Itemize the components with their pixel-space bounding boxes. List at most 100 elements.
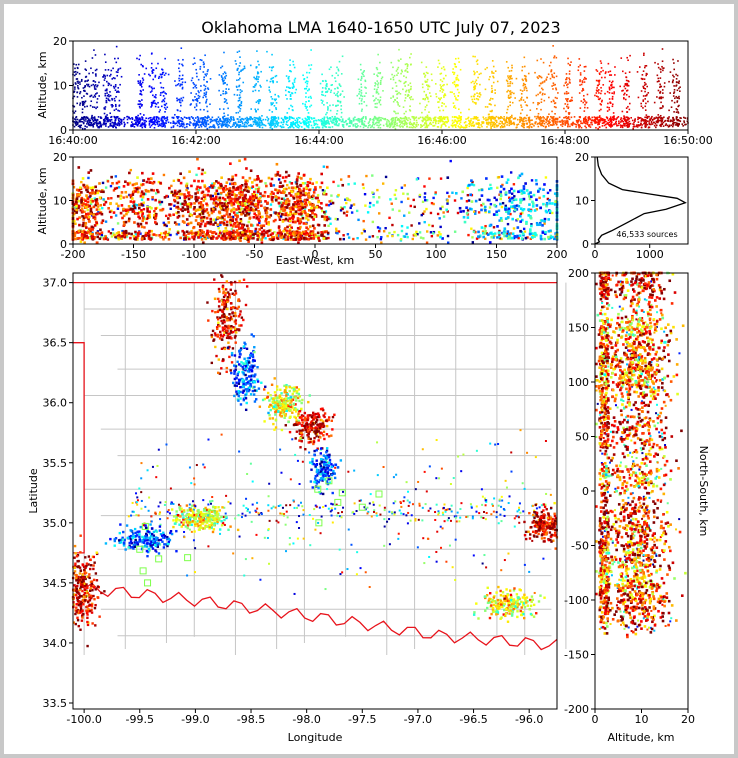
time-altitude-point — [626, 111, 629, 113]
time-altitude-point — [673, 68, 676, 71]
east-west-point — [91, 226, 95, 229]
time-altitude-point — [618, 120, 620, 123]
time-altitude-point — [397, 72, 399, 74]
time-altitude-point — [550, 69, 553, 71]
time-altitude-point — [579, 120, 582, 123]
time-altitude-point — [509, 117, 511, 120]
time-altitude-point — [77, 87, 80, 90]
time-altitude-point — [659, 85, 662, 88]
time-altitude-point — [165, 72, 167, 75]
east-west-point — [102, 237, 106, 241]
east-west-point — [117, 186, 121, 189]
time-altitude-point — [213, 126, 216, 129]
time-altitude-point — [584, 122, 587, 125]
time-altitude-point — [185, 123, 188, 126]
time-altitude-point — [581, 122, 584, 125]
time-altitude-point — [167, 73, 170, 76]
time-altitude-point — [505, 118, 508, 121]
time-altitude-point — [275, 108, 278, 111]
time-altitude-point — [158, 111, 161, 113]
time-altitude-point — [179, 120, 182, 122]
time-altitude-point — [137, 82, 140, 84]
time-altitude-point — [586, 121, 589, 124]
time-altitude-point — [79, 102, 82, 105]
time-altitude-point — [259, 119, 262, 122]
time-altitude-point — [114, 103, 117, 106]
time-altitude-point — [451, 116, 454, 118]
time-altitude-point — [228, 124, 230, 127]
time-altitude-point — [686, 117, 689, 119]
time-altitude-point — [405, 80, 407, 83]
time-altitude-point — [180, 104, 182, 107]
time-altitude-point — [676, 74, 679, 77]
time-altitude-point — [589, 118, 592, 120]
time-altitude-point — [640, 102, 642, 105]
east-west-point — [398, 209, 401, 213]
time-altitude-point — [506, 111, 508, 114]
time-altitude-point — [325, 123, 328, 125]
time-altitude-point — [141, 104, 143, 106]
time-altitude-point — [668, 125, 671, 128]
time-altitude-point — [369, 124, 371, 126]
east-west-point — [362, 219, 365, 223]
time-altitude-point — [641, 74, 644, 76]
time-altitude-point — [397, 102, 399, 104]
time-altitude-point — [379, 123, 382, 126]
time-altitude-point — [207, 87, 209, 89]
time-altitude-point — [606, 110, 609, 112]
east-west-point — [117, 238, 121, 241]
time-altitude-point — [137, 123, 140, 125]
time-altitude-point — [603, 118, 605, 121]
time-altitude-point — [678, 97, 680, 100]
east-west-point — [269, 193, 273, 196]
time-altitude-point — [89, 119, 92, 122]
time-altitude-point — [435, 95, 438, 98]
time-altitude-point — [429, 121, 432, 124]
time-altitude-point — [657, 89, 660, 92]
time-altitude-point — [114, 77, 116, 80]
time-altitude-point — [271, 103, 274, 105]
time-altitude-point — [333, 117, 335, 120]
time-altitude-point — [224, 76, 226, 78]
east-west-point — [423, 210, 426, 213]
time-altitude-panel: 16:40:00 16:42:00 16:44:00 16:46:00 16:48:00… — [36, 35, 713, 147]
time-altitude-point — [471, 98, 474, 101]
time-altitude-point — [155, 117, 158, 120]
time-altitude-point — [336, 117, 339, 120]
time-altitude-point — [487, 118, 489, 120]
time-altitude-point — [549, 115, 552, 118]
time-altitude-point — [207, 88, 210, 91]
east-west-point — [75, 197, 79, 201]
time-altitude-point — [646, 117, 649, 119]
time-altitude-point — [523, 56, 526, 59]
time-altitude-point — [173, 122, 175, 124]
time-altitude-point — [74, 86, 76, 88]
time-altitude-point — [406, 95, 409, 97]
time-altitude-point — [179, 84, 181, 87]
time-altitude-point — [336, 124, 338, 127]
time-altitude-point — [205, 125, 207, 128]
time-altitude-point — [76, 78, 79, 80]
time-altitude-point — [319, 82, 322, 85]
time-altitude-point — [158, 120, 161, 123]
time-altitude-point — [326, 116, 328, 119]
time-altitude-point — [221, 120, 224, 123]
time-altitude-point — [133, 126, 136, 128]
time-altitude-point — [482, 116, 485, 118]
time-altitude-point — [87, 124, 90, 126]
time-altitude-point — [425, 122, 428, 124]
time-altitude-point — [334, 94, 337, 96]
time-altitude-point — [109, 118, 111, 121]
time-altitude-point — [153, 126, 156, 129]
time-altitude-point — [104, 120, 106, 122]
time-altitude-point — [557, 92, 559, 94]
time-altitude-point — [253, 86, 256, 88]
time-altitude-point — [337, 69, 340, 72]
time-altitude-point — [81, 116, 83, 119]
time-altitude-point — [286, 86, 288, 88]
time-altitude-point — [149, 74, 151, 77]
time-altitude-point — [104, 53, 106, 56]
time-altitude-point — [111, 121, 114, 124]
time-altitude-point — [206, 110, 209, 113]
time-altitude-point — [254, 119, 257, 122]
